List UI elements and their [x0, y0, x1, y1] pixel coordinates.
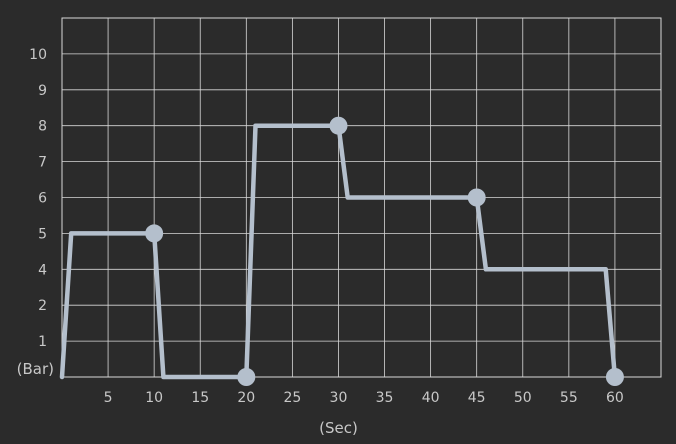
x-tick-label: 35	[376, 390, 394, 406]
x-tick-label: 40	[422, 390, 440, 406]
x-tick-label: 25	[283, 390, 301, 406]
data-series	[59, 116, 624, 386]
x-axis-label: (Sec)	[319, 419, 358, 437]
x-tick-label: 20	[237, 390, 255, 406]
y-tick-label: 10	[29, 47, 47, 63]
x-tick-label: 30	[330, 390, 348, 406]
data-point-marker	[605, 368, 624, 386]
data-point-marker	[145, 224, 164, 243]
x-tick-label: 50	[514, 390, 532, 406]
x-tick-label: 5	[104, 390, 113, 406]
x-tick-label: 45	[468, 390, 486, 406]
y-tick-label: 7	[38, 155, 47, 171]
x-tick-label: 55	[560, 390, 578, 406]
y-tick-label: 4	[38, 262, 47, 278]
data-point-marker	[467, 188, 486, 207]
x-tick-label: 10	[145, 390, 163, 406]
x-tick-label: 60	[606, 390, 624, 406]
series-line	[59, 123, 618, 380]
data-point-marker	[329, 116, 348, 135]
y-tick-label: 6	[38, 191, 47, 207]
y-tick-label: 9	[38, 83, 47, 99]
y-tick-label: 2	[38, 298, 47, 314]
y-tick-label: 8	[38, 119, 47, 135]
y-axis-label: (Bar)	[17, 360, 54, 378]
data-point-marker	[237, 368, 256, 386]
y-tick-label: 5	[38, 226, 47, 242]
x-tick-label: 15	[191, 390, 209, 406]
y-tick-label: 1	[38, 334, 47, 350]
